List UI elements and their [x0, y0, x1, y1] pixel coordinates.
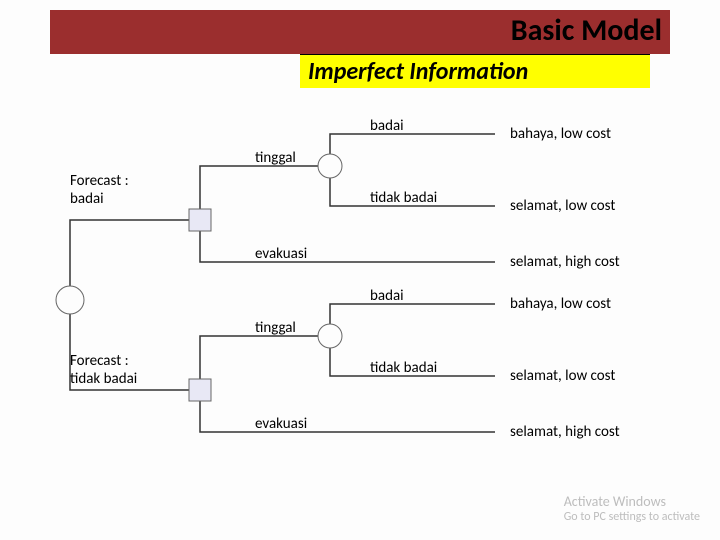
- tree-edge: [200, 336, 318, 390]
- decision-node: [189, 209, 211, 231]
- tree-label: evakuasi: [255, 415, 307, 433]
- page-title: Basic Model: [511, 12, 662, 49]
- decision-node: [189, 379, 211, 401]
- tree-edge: [330, 304, 495, 336]
- outcome-label: bahaya, low cost: [510, 295, 611, 313]
- watermark-line2: Go to PC settings to activate: [564, 510, 700, 524]
- chance-node: [56, 286, 84, 314]
- tree-label: tidak badai: [370, 189, 437, 207]
- decision-tree: Forecast :badaiForecast :tidak badaiting…: [0, 100, 720, 500]
- chance-node: [318, 154, 342, 178]
- tree-label: tinggal: [255, 149, 296, 167]
- subtitle-bar: Imperfect Information: [300, 54, 650, 88]
- tree-label: badai: [70, 190, 104, 208]
- tree-edge: [200, 390, 495, 432]
- tree-label: badai: [370, 287, 404, 305]
- tree-edge: [70, 220, 189, 300]
- tree-label: badai: [370, 117, 404, 135]
- chance-node: [318, 324, 342, 348]
- tree-label: tidak badai: [70, 370, 137, 388]
- outcome-label: selamat, low cost: [510, 367, 615, 385]
- tree-edge: [200, 220, 495, 262]
- tree-label: Forecast :: [70, 352, 129, 370]
- title-bar: Basic Model: [50, 10, 670, 54]
- outcome-label: selamat, high cost: [510, 253, 620, 271]
- page-subtitle: Imperfect Information: [308, 57, 528, 86]
- outcome-label: bahaya, low cost: [510, 125, 611, 143]
- tree-edge: [330, 134, 495, 166]
- tree-label: Forecast :: [70, 172, 129, 190]
- outcome-label: selamat, high cost: [510, 423, 620, 441]
- tree-label: evakuasi: [255, 245, 307, 263]
- tree-label: tidak badai: [370, 359, 437, 377]
- tree-edge: [200, 166, 318, 220]
- outcome-label: selamat, low cost: [510, 197, 615, 215]
- tree-label: tinggal: [255, 319, 296, 337]
